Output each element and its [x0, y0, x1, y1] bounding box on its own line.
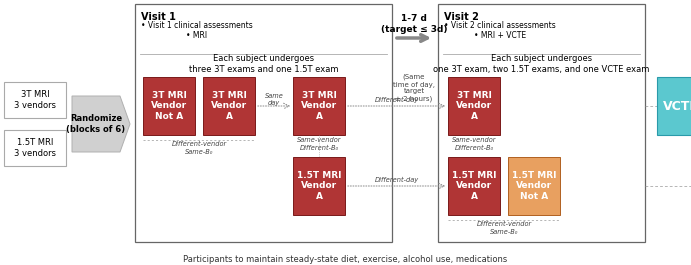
Bar	[657, 77, 691, 135]
Bar	[143, 77, 195, 135]
Text: Visit 1: Visit 1	[141, 12, 176, 22]
Text: 3T MRI
Vendor
A: 3T MRI Vendor A	[211, 91, 247, 121]
Bar	[448, 77, 500, 135]
Text: 3T MRI
3 vendors: 3T MRI 3 vendors	[14, 90, 56, 110]
Bar	[508, 157, 560, 215]
Text: Each subject undergoes
one 3T exam, two 1.5T exams, and one VCTE exam: Each subject undergoes one 3T exam, two …	[433, 54, 650, 74]
Polygon shape	[72, 96, 130, 152]
Text: 3T MRI
Vendor
Not A: 3T MRI Vendor Not A	[151, 91, 187, 121]
Bar	[293, 157, 345, 215]
Text: Same-vendor
Different-B₀: Same-vendor Different-B₀	[296, 138, 341, 151]
Text: Same
day: Same day	[265, 92, 283, 105]
Bar	[448, 157, 500, 215]
Bar	[203, 77, 255, 135]
Text: 1-7 d
(target ≤ 3d): 1-7 d (target ≤ 3d)	[381, 14, 447, 34]
Text: Different-day: Different-day	[375, 97, 419, 103]
Text: (Same
time of day,
target
± 2 hours): (Same time of day, target ± 2 hours)	[393, 74, 435, 102]
Bar	[438, 4, 645, 242]
Text: 1.5T MRI
3 vendors: 1.5T MRI 3 vendors	[14, 138, 56, 158]
Bar	[293, 77, 345, 135]
Text: 3T MRI
Vendor
A: 3T MRI Vendor A	[456, 91, 492, 121]
Text: • Visit 2 clinical assessments
• MRI + VCTE: • Visit 2 clinical assessments • MRI + V…	[444, 21, 556, 40]
Bar	[4, 130, 66, 166]
Bar	[135, 4, 392, 242]
Text: Participants to maintain steady-state diet, exercise, alcohol use, medications: Participants to maintain steady-state di…	[183, 254, 508, 263]
Text: Randomize
(blocks of 6): Randomize (blocks of 6)	[66, 114, 126, 134]
Text: 1.5T MRI
Vendor
Not A: 1.5T MRI Vendor Not A	[512, 171, 556, 201]
Text: Each subject undergoes
three 3T exams and one 1.5T exam: Each subject undergoes three 3T exams an…	[189, 54, 339, 74]
Text: • Visit 1 clinical assessments
• MRI: • Visit 1 clinical assessments • MRI	[141, 21, 253, 40]
Bar	[4, 82, 66, 118]
Text: 1.5T MRI
Vendor
A: 1.5T MRI Vendor A	[452, 171, 496, 201]
Text: Different-day: Different-day	[375, 177, 419, 183]
Text: Different-vendor
Same-B₀: Different-vendor Same-B₀	[171, 142, 227, 154]
Text: Visit 2: Visit 2	[444, 12, 479, 22]
Text: Same-vendor
Different-B₀: Same-vendor Different-B₀	[452, 138, 496, 151]
Text: Different-vendor
Same-B₀: Different-vendor Same-B₀	[476, 222, 531, 235]
Text: VCTE: VCTE	[663, 99, 691, 113]
Text: 1.5T MRI
Vendor
A: 1.5T MRI Vendor A	[296, 171, 341, 201]
Text: 3T MRI
Vendor
A: 3T MRI Vendor A	[301, 91, 337, 121]
